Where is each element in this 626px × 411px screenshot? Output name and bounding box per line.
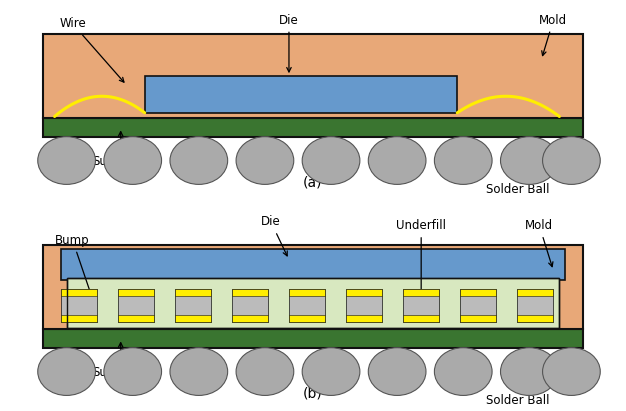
Ellipse shape	[434, 348, 492, 395]
Ellipse shape	[38, 348, 95, 395]
FancyBboxPatch shape	[118, 289, 154, 296]
FancyBboxPatch shape	[403, 315, 439, 322]
Ellipse shape	[302, 137, 360, 185]
Ellipse shape	[368, 348, 426, 395]
FancyBboxPatch shape	[118, 315, 154, 322]
Text: Die: Die	[261, 215, 287, 256]
Ellipse shape	[501, 348, 558, 395]
Text: Substrate: Substrate	[92, 343, 150, 379]
FancyBboxPatch shape	[66, 278, 560, 328]
FancyBboxPatch shape	[43, 34, 583, 118]
Ellipse shape	[302, 348, 360, 395]
FancyBboxPatch shape	[517, 289, 553, 322]
Ellipse shape	[104, 348, 162, 395]
FancyBboxPatch shape	[61, 249, 565, 280]
Ellipse shape	[501, 137, 558, 185]
FancyBboxPatch shape	[61, 315, 96, 322]
Text: Solder Ball: Solder Ball	[486, 370, 549, 406]
FancyBboxPatch shape	[232, 289, 268, 296]
FancyBboxPatch shape	[460, 315, 496, 322]
FancyBboxPatch shape	[232, 289, 268, 322]
FancyBboxPatch shape	[175, 289, 211, 322]
FancyBboxPatch shape	[346, 289, 382, 322]
FancyBboxPatch shape	[145, 76, 457, 113]
FancyBboxPatch shape	[118, 289, 154, 322]
FancyBboxPatch shape	[460, 289, 496, 296]
FancyBboxPatch shape	[517, 315, 553, 322]
Text: (a): (a)	[303, 176, 323, 190]
Text: Substrate: Substrate	[92, 132, 150, 168]
FancyBboxPatch shape	[403, 289, 439, 322]
FancyBboxPatch shape	[517, 289, 553, 296]
FancyBboxPatch shape	[346, 289, 382, 296]
Ellipse shape	[434, 137, 492, 185]
Ellipse shape	[170, 137, 228, 185]
FancyBboxPatch shape	[403, 289, 439, 296]
Ellipse shape	[236, 137, 294, 185]
FancyBboxPatch shape	[61, 289, 96, 296]
FancyBboxPatch shape	[175, 315, 211, 322]
FancyBboxPatch shape	[175, 289, 211, 296]
FancyBboxPatch shape	[289, 289, 325, 296]
FancyBboxPatch shape	[43, 118, 583, 137]
FancyBboxPatch shape	[460, 289, 496, 322]
Text: Die: Die	[279, 14, 299, 72]
Ellipse shape	[170, 348, 228, 395]
Ellipse shape	[38, 137, 95, 185]
Text: Mold: Mold	[525, 219, 553, 267]
FancyBboxPatch shape	[289, 289, 325, 322]
FancyBboxPatch shape	[43, 329, 583, 348]
FancyBboxPatch shape	[43, 245, 583, 329]
Text: (b): (b)	[303, 387, 323, 401]
Ellipse shape	[236, 348, 294, 395]
FancyBboxPatch shape	[232, 315, 268, 322]
FancyBboxPatch shape	[61, 289, 96, 322]
Text: Bump: Bump	[55, 234, 96, 307]
Ellipse shape	[543, 137, 600, 185]
FancyBboxPatch shape	[289, 315, 325, 322]
Ellipse shape	[368, 137, 426, 185]
Ellipse shape	[543, 348, 600, 395]
Text: Underfill: Underfill	[396, 219, 446, 303]
Text: Solder Ball: Solder Ball	[486, 159, 549, 196]
Text: Wire: Wire	[59, 17, 124, 82]
Ellipse shape	[104, 137, 162, 185]
Text: Mold: Mold	[540, 14, 567, 55]
FancyBboxPatch shape	[346, 315, 382, 322]
